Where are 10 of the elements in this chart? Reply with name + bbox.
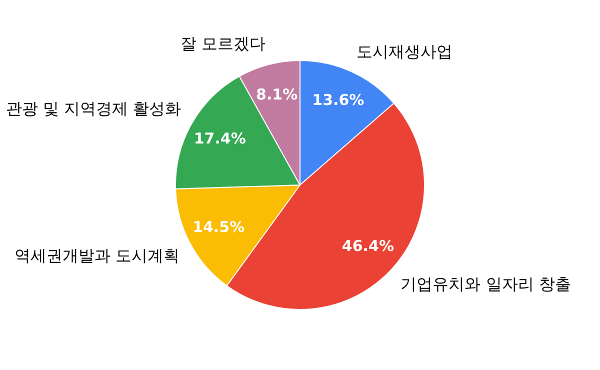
- slice-label: 관광 및 지역경제 활성화: [6, 98, 182, 118]
- data-label: 46.4%: [342, 237, 394, 256]
- data-label: 13.6%: [312, 91, 364, 110]
- data-label: 8.1%: [256, 86, 298, 104]
- data-label: 14.5%: [192, 218, 245, 236]
- slice-label: 기업유치와 일자리 창출: [400, 274, 571, 294]
- slice-label: 도시재생사업: [356, 42, 453, 61]
- slice-label: 잘 모르겠다: [180, 34, 266, 54]
- slice-label: 역세권개발과 도시계획: [14, 246, 180, 266]
- data-label: 17.4%: [194, 129, 246, 148]
